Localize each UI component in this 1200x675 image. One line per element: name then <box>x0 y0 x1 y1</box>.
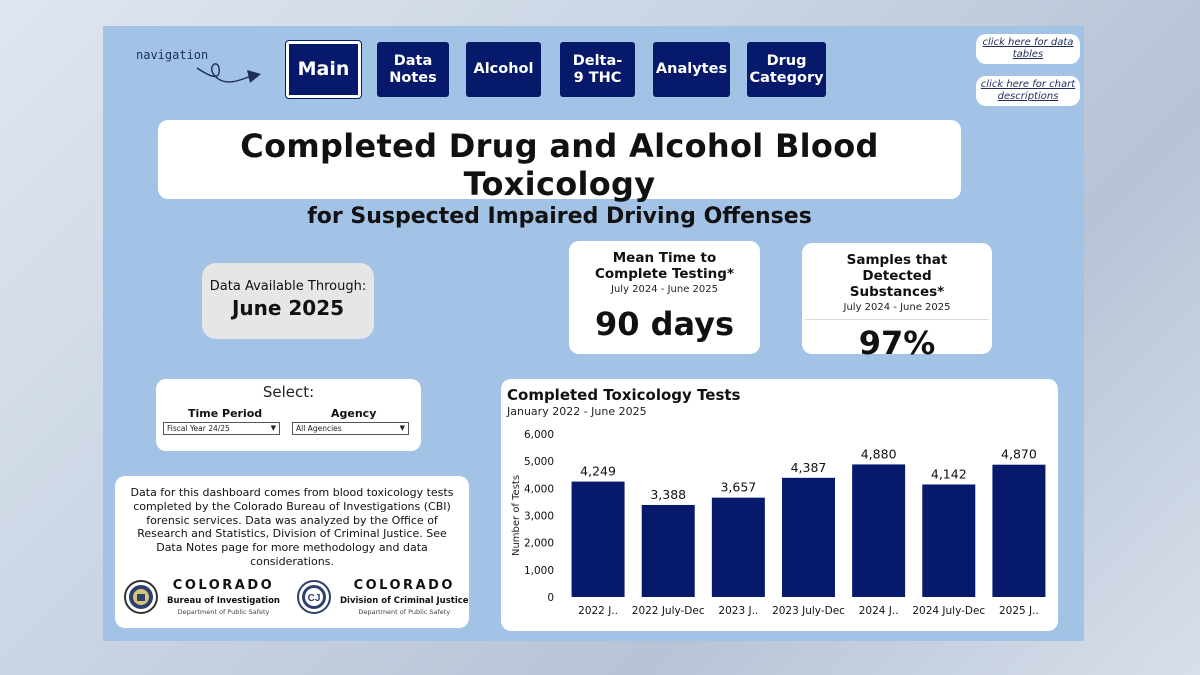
kpi-mean-time-period: July 2024 - June 2025 <box>611 284 718 295</box>
bar-value-label: 3,388 <box>650 487 686 502</box>
chart-descriptions-link[interactable]: click here for chart descriptions <box>976 76 1080 106</box>
cbi-logo-dept: Department of Public Safety <box>177 608 270 616</box>
y-tick-label: 2,000 <box>524 538 554 550</box>
data-availability-card: Data Available Through: June 2025 <box>202 263 374 339</box>
bar <box>711 497 765 597</box>
y-tick-label: 3,000 <box>524 511 554 523</box>
page-subtitle: for Suspected Impaired Driving Offenses <box>307 204 812 229</box>
bar-value-label: 4,142 <box>931 466 967 481</box>
x-tick-label: 2022 J.. <box>578 605 618 617</box>
y-tick-label: 6,000 <box>524 429 554 441</box>
bar-chart: Number of Tests 0 1,000 2,000 3,000 4,000 5,00… <box>511 429 1046 617</box>
bar <box>992 464 1046 597</box>
kpi-mean-time-title: Mean Time to Complete Testing* <box>594 250 735 282</box>
nav-button-drug-category[interactable]: Drug Category <box>747 42 826 97</box>
nav-button-main[interactable]: Main <box>285 40 362 99</box>
bar <box>782 477 835 597</box>
chevron-down-icon: ▼ <box>270 424 276 432</box>
data-source-text: Data for this dashboard comes from blood… <box>130 486 454 568</box>
x-tick-label: 2024 J.. <box>859 605 899 617</box>
nav-button-alcohol[interactable]: Alcohol <box>466 42 541 97</box>
navigation-arrow-icon <box>196 63 261 83</box>
nav-button-data-notes[interactable]: Data Notes <box>377 42 449 97</box>
y-axis-title: Number of Tests <box>511 475 522 556</box>
dcj-logo-dept: Department of Public Safety <box>358 608 451 616</box>
agency-dropdown[interactable]: All Agencies ▼ <box>292 422 409 435</box>
chart-title: Completed Toxicology Tests <box>507 386 741 404</box>
cbi-logo-unit: Bureau of Investigation <box>167 596 280 606</box>
filter-title: Select: <box>262 383 315 401</box>
dashboard-canvas: navigation Main Data Notes Alcohol Delta… <box>103 26 1084 641</box>
bar <box>852 464 906 597</box>
time-period-selected: Fiscal Year 24/25 <box>167 424 230 433</box>
time-period-label: Time Period <box>188 407 263 420</box>
nav-button-delta9-thc[interactable]: Delta-9 THC <box>560 42 635 97</box>
nav-button-analytes[interactable]: Analytes <box>653 42 730 97</box>
page-title: Completed Drug and Alcohol Blood Toxicol… <box>240 127 879 203</box>
dcj-logo: CJ COLORADO Division of Criminal Justice… <box>297 578 469 616</box>
agency-label: Agency <box>331 407 377 420</box>
availability-label: Data Available Through: <box>209 279 367 294</box>
time-period-dropdown[interactable]: Fiscal Year 24/25 ▼ <box>163 422 280 435</box>
dcj-seal-icon: CJ <box>297 580 331 614</box>
dcj-logo-name: COLORADO <box>353 578 455 593</box>
cbi-seal-icon <box>124 580 158 614</box>
title-card: Completed Drug and Alcohol Blood Toxicol… <box>158 120 961 229</box>
dcj-logo-unit: Division of Criminal Justice <box>340 596 469 606</box>
cbi-logo-name: COLORADO <box>172 578 275 593</box>
bar <box>922 484 976 597</box>
chart-subtitle: January 2022 - June 2025 <box>507 405 647 418</box>
cbi-logo: COLORADO Bureau of Investigation Departm… <box>124 578 280 616</box>
x-tick-label: 2022 July-Dec <box>632 605 705 617</box>
bar-value-label: 4,249 <box>580 464 616 479</box>
y-tick-label: 4,000 <box>524 483 554 495</box>
kpi-mean-time-card: Mean Time to Complete Testing* July 2024… <box>569 241 760 354</box>
bar <box>641 504 695 597</box>
kpi-divider <box>805 319 989 320</box>
bar <box>571 481 625 597</box>
info-card: Data for this dashboard comes from blood… <box>115 476 469 628</box>
kpi-detected-title: Samples that Detected Substances* <box>846 252 948 300</box>
chevron-down-icon: ▼ <box>399 424 405 432</box>
bar-value-label: 3,657 <box>720 480 756 495</box>
agency-selected: All Agencies <box>296 424 342 433</box>
navigation-hint: navigation <box>136 48 209 62</box>
bar-value-label: 4,387 <box>791 460 827 475</box>
kpi-detected-period: July 2024 - June 2025 <box>843 302 951 313</box>
x-tick-label: 2023 July-Dec <box>772 605 845 617</box>
bar-value-label: 4,870 <box>1001 447 1037 462</box>
kpi-detected-card: Samples that Detected Substances* July 2… <box>802 243 992 362</box>
kpi-detected-value: 97% <box>858 324 936 362</box>
x-tick-label: 2023 J.. <box>718 605 758 617</box>
x-tick-label: 2024 July-Dec <box>912 605 985 617</box>
kpi-mean-time-value: 90 days <box>594 305 735 343</box>
x-tick-label: 2025 J.. <box>999 605 1039 617</box>
y-tick-label: 0 <box>547 592 554 604</box>
data-tables-link[interactable]: click here for data tables <box>976 34 1080 64</box>
y-tick-label: 1,000 <box>524 565 554 577</box>
filter-card: Select: Time Period Fiscal Year 24/25 ▼ … <box>156 379 421 451</box>
availability-value: June 2025 <box>231 296 345 320</box>
dcj-seal-mark: CJ <box>308 593 321 604</box>
chart-card: Completed Toxicology Tests January 2022 … <box>501 379 1058 631</box>
y-tick-label: 5,000 <box>524 456 554 468</box>
bar-value-label: 4,880 <box>861 446 897 461</box>
